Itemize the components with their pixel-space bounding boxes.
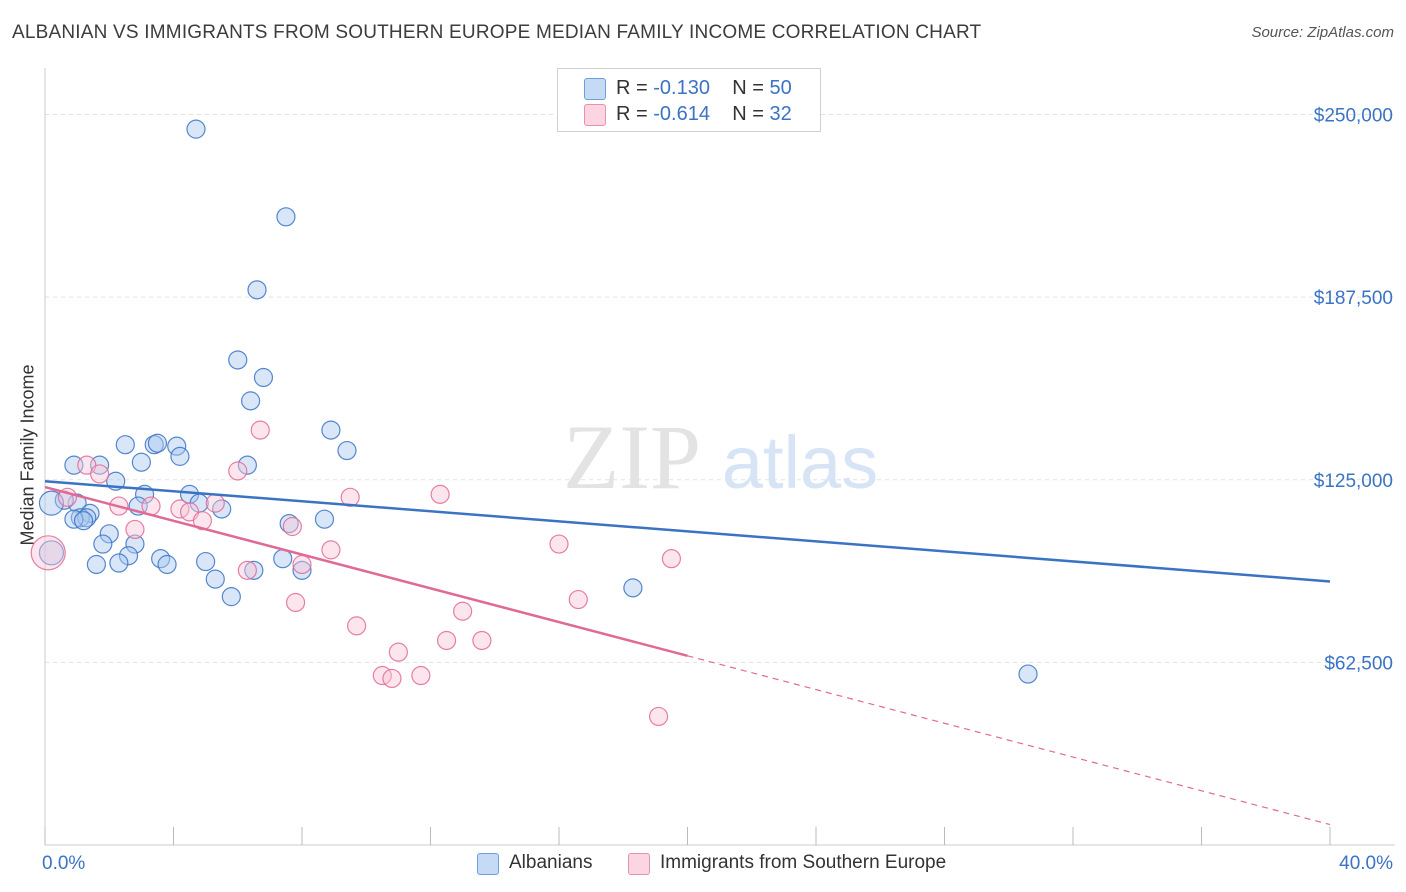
albanians-point xyxy=(623,578,643,598)
immigrants-point xyxy=(661,549,682,569)
albanians-point xyxy=(125,534,145,554)
albanians-point xyxy=(279,513,299,534)
y-tick-label: $62,500 xyxy=(1324,653,1393,674)
albanians-point xyxy=(244,560,264,580)
immigrants-point xyxy=(205,493,225,513)
immigrants-point xyxy=(648,706,669,727)
albanians-point xyxy=(38,540,65,566)
immigrants-point xyxy=(430,484,450,504)
immigrants-point xyxy=(125,519,145,540)
albanians-point xyxy=(221,587,241,607)
axes xyxy=(44,68,1395,846)
albanians-point xyxy=(157,554,177,575)
immigrants-point xyxy=(285,592,306,613)
albanians-point xyxy=(73,511,94,531)
albanians-point xyxy=(186,119,206,139)
immigrants-point xyxy=(90,464,110,484)
albanians-point xyxy=(167,436,187,456)
albanians-point xyxy=(131,452,151,472)
albanians-point xyxy=(118,546,139,566)
y-tick-label: $250,000 xyxy=(1314,106,1393,127)
immigrants-point xyxy=(340,487,360,507)
immigrants-point xyxy=(568,589,588,610)
albanians-point xyxy=(38,490,65,516)
immigrants-point xyxy=(30,535,66,571)
bottom-legend-swatch-pink xyxy=(628,853,650,875)
legend-r-value: -0.614 xyxy=(653,103,710,125)
trend-lines xyxy=(44,479,1331,826)
albanians-point xyxy=(93,534,113,554)
immigrants-point xyxy=(411,665,431,686)
immigrants-trend-extension xyxy=(687,655,1331,826)
albanians-point xyxy=(205,569,225,589)
bottom-legend-swatch-blue xyxy=(477,853,499,875)
legend-n-label: N = xyxy=(732,77,764,99)
legend-r-label: R = xyxy=(616,103,648,125)
immigrants-point xyxy=(321,540,341,560)
source-credit: Source: ZipAtlas.com xyxy=(1251,24,1394,41)
immigrants-point xyxy=(436,630,457,651)
albanians-point xyxy=(196,551,216,572)
albanians-point xyxy=(115,435,135,455)
albanians-point xyxy=(321,420,341,440)
legend-n-value: 50 xyxy=(769,77,792,99)
watermark-zip: ZIP xyxy=(563,406,701,508)
albanians-point xyxy=(99,524,119,544)
immigrants-point xyxy=(292,554,312,575)
gridlines xyxy=(45,114,1395,663)
legend-swatch-pink xyxy=(584,104,606,126)
chart-title: ALBANIAN VS IMMIGRANTS FROM SOUTHERN EUR… xyxy=(12,22,982,43)
immigrants-point xyxy=(472,630,492,651)
immigrants-point xyxy=(388,642,408,662)
tick-labels: $62,500 $125,000 $187,500 $250,000 0.0% 40.0% xyxy=(42,106,1393,874)
data-points xyxy=(30,119,1038,727)
albanians-point xyxy=(144,435,164,455)
y-tick-label: $187,500 xyxy=(1314,288,1393,309)
y-tick-label: $125,000 xyxy=(1314,471,1393,492)
albanians-point xyxy=(86,554,107,575)
immigrants-point xyxy=(282,516,302,537)
legend-swatch-blue xyxy=(584,78,606,100)
albanians-point xyxy=(314,509,335,529)
legend-n-value: 32 xyxy=(769,103,792,125)
immigrants-point xyxy=(228,461,248,481)
albanians-point xyxy=(228,350,248,370)
legend-r-value: -0.130 xyxy=(653,77,710,99)
albanians-point xyxy=(170,446,190,466)
albanians-point xyxy=(237,455,257,475)
immigrants-point xyxy=(453,601,473,621)
immigrants-point xyxy=(237,560,257,580)
albanians-point xyxy=(64,509,84,529)
x-tick-label: 0.0% xyxy=(42,853,85,874)
bottom-legend-label: Immigrants from Southern Europe xyxy=(660,852,947,873)
immigrants-point xyxy=(549,534,569,554)
albanians-point xyxy=(1018,664,1038,684)
albanians-point xyxy=(247,280,267,300)
albanians-point xyxy=(70,508,90,528)
legend-r-label: R = xyxy=(616,77,648,99)
legend-n-label: N = xyxy=(732,103,764,125)
x-tick-label: 40.0% xyxy=(1339,853,1393,874)
immigrants-point xyxy=(382,668,402,689)
bottom-legend-label: Albanians xyxy=(509,852,593,873)
legend: R = -0.130 N = 50 R = -0.614 N = 32 xyxy=(557,68,821,132)
albanians-point xyxy=(147,433,168,453)
watermark-atlas: atlas xyxy=(722,421,878,504)
albanians-point xyxy=(292,560,312,580)
immigrants-trend-line xyxy=(44,485,688,658)
albanians-trend-line xyxy=(44,479,1331,583)
albanians-point xyxy=(253,367,274,388)
immigrants-point xyxy=(250,420,270,440)
albanians-point xyxy=(241,391,261,411)
watermark: ZIP atlas xyxy=(563,406,878,508)
albanians-point xyxy=(337,440,357,461)
albanians-point xyxy=(109,553,129,573)
albanians-point xyxy=(276,207,296,227)
immigrants-point xyxy=(347,616,367,636)
